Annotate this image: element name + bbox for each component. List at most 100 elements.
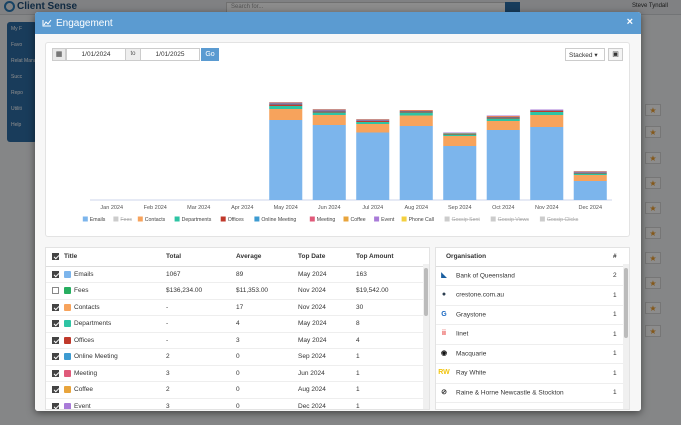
bar-segment-online-meeting[interactable] [573, 172, 607, 174]
bar-segment-contacts[interactable] [530, 115, 564, 127]
sidebar-item[interactable]: Utiliti [11, 106, 22, 112]
bar-segment-meeting[interactable] [573, 172, 607, 173]
legend-item-gossip-sent[interactable]: Gossip Sent [444, 216, 481, 224]
legend-item-online-meeting[interactable]: Online Meeting [254, 216, 296, 224]
bar-segment-contacts[interactable] [356, 124, 390, 133]
sidebar-item[interactable]: Succ [11, 74, 23, 80]
organisation-row[interactable]: ● crestone.com.au 1 [436, 285, 629, 306]
bar-segment-online-meeting[interactable] [399, 111, 433, 112]
legend-item-fees[interactable]: Fees [113, 216, 132, 224]
legend-item-meeting[interactable]: Meeting [309, 216, 336, 224]
organisation-name[interactable]: crestone.com.au [456, 291, 505, 299]
col-top-amount[interactable]: Top Amount [356, 248, 429, 267]
bar-segment-offices[interactable] [486, 117, 520, 119]
legend-item-contacts[interactable]: Contacts [137, 216, 166, 224]
bar-segment-coffee[interactable] [269, 102, 303, 104]
row-checkbox[interactable] [52, 353, 59, 361]
favourite-star-icon[interactable]: ★ [645, 177, 661, 189]
organisation-row[interactable]: ◉ Macquarie 1 [436, 344, 629, 364]
bar-segment-emails[interactable] [312, 125, 346, 200]
metrics-row[interactable]: Emails 1067 89 May 2024 163 [46, 266, 429, 283]
bar-segment-online-meeting[interactable] [486, 117, 520, 118]
organisation-row[interactable]: G Graystone 1 [436, 305, 629, 325]
organisation-name[interactable]: Macquarie [456, 350, 487, 358]
bar-segment-departments[interactable] [573, 173, 607, 176]
bar-segment-event[interactable] [443, 132, 477, 134]
bar-segment-contacts[interactable] [486, 121, 520, 130]
bar-segment-departments[interactable] [399, 112, 433, 116]
row-checkbox[interactable] [52, 386, 59, 394]
bar-segment-coffee[interactable] [356, 119, 390, 121]
bar-segment-offices[interactable] [312, 111, 346, 113]
bar-segment-emails[interactable] [573, 181, 607, 200]
legend-item-gossip-clicks[interactable]: Gossip Clicks [539, 216, 579, 224]
bar-segment-event[interactable] [269, 102, 303, 103]
legend-item-phone-call[interactable]: Phone Call [401, 216, 434, 224]
bar-segment-offices[interactable] [269, 104, 303, 107]
row-checkbox[interactable] [52, 336, 59, 344]
calendar-icon[interactable]: ▦ [52, 48, 66, 61]
col-count[interactable]: # [613, 248, 629, 267]
bar-segment-event[interactable] [486, 115, 520, 117]
favourite-star-icon[interactable]: ★ [645, 202, 661, 214]
legend-item-offices[interactable]: Offices [220, 216, 244, 224]
organisation-name[interactable]: Raine & Horne Newcastle & Stockton [456, 389, 564, 397]
legend-item-coffee[interactable]: Coffee [343, 216, 366, 224]
col-top-date[interactable]: Top Date [298, 248, 356, 267]
bar-segment-emails[interactable] [486, 130, 520, 200]
sidebar-item[interactable]: Repo [11, 90, 23, 96]
bar-segment-offices[interactable] [399, 111, 433, 113]
bar-segment-meeting[interactable] [269, 103, 303, 104]
start-date-input[interactable]: 1/01/2024 [66, 48, 126, 61]
organisation-row[interactable]: ◣ Bank of Queensland 2 [436, 266, 629, 286]
bar-segment-emails[interactable] [356, 132, 390, 201]
favourite-star-icon[interactable]: ★ [645, 302, 661, 314]
bar-segment-online-meeting[interactable] [530, 110, 564, 112]
bar-segment-departments[interactable] [356, 122, 390, 124]
chart-mode-select[interactable]: Stacked ▾ [565, 48, 605, 61]
bar-segment-coffee[interactable] [312, 109, 346, 111]
search-button[interactable] [505, 2, 520, 13]
bar-segment-contacts[interactable] [399, 115, 433, 127]
select-all-checkbox[interactable] [52, 253, 59, 261]
metrics-row[interactable]: Departments -4 May 2024 8 [46, 315, 429, 333]
sidebar-item[interactable]: Favo [11, 42, 23, 48]
image-view-icon[interactable]: ▣ [608, 48, 623, 61]
metrics-row[interactable]: Contacts -17 Nov 2024 30 [46, 299, 429, 316]
bar-segment-coffee[interactable] [399, 110, 433, 111]
bar-segment-online-meeting[interactable] [356, 120, 390, 122]
bar-segment-contacts[interactable] [443, 136, 477, 146]
legend-item-gossip-views[interactable]: Gossip Views [490, 216, 530, 224]
bar-segment-emails[interactable] [443, 146, 477, 200]
brand-logo[interactable]: Client Sense [4, 1, 77, 12]
bar-segment-meeting[interactable] [530, 110, 564, 111]
go-button[interactable]: Go [201, 48, 219, 61]
organisation-row[interactable]: ii Iinet 1 [436, 324, 629, 345]
bar-segment-offices[interactable] [573, 173, 607, 174]
bar-segment-departments[interactable] [443, 134, 477, 137]
bar-segment-emails[interactable] [399, 126, 433, 200]
favourite-star-icon[interactable]: ★ [645, 126, 661, 138]
row-checkbox[interactable] [52, 369, 59, 377]
col-average[interactable]: Average [236, 248, 298, 267]
bar-segment-departments[interactable] [530, 112, 564, 115]
organisation-name[interactable]: Graystone [456, 311, 486, 319]
organisation-row[interactable]: RW Ray White 1 [436, 363, 629, 384]
bar-segment-coffee[interactable] [486, 116, 520, 117]
bar-segment-departments[interactable] [269, 106, 303, 109]
favourite-star-icon[interactable]: ★ [645, 252, 661, 264]
metrics-scrollbar[interactable] [423, 264, 429, 409]
legend-item-emails[interactable]: Emails [82, 216, 106, 224]
col-total[interactable]: Total [166, 248, 236, 267]
bar-segment-event[interactable] [312, 109, 346, 110]
sidebar-item[interactable]: Relat Mana [11, 58, 37, 64]
row-checkbox[interactable] [52, 270, 59, 278]
sidebar-item[interactable]: Help [11, 122, 22, 128]
row-checkbox[interactable] [52, 287, 59, 295]
legend-item-event[interactable]: Event [374, 216, 395, 224]
bar-segment-emails[interactable] [269, 120, 303, 200]
organisation-scrollbar[interactable] [623, 264, 629, 409]
favourite-star-icon[interactable]: ★ [645, 277, 661, 289]
sidebar-item[interactable]: My F [11, 26, 23, 32]
organisation-name[interactable]: Bank of Queensland [456, 272, 515, 280]
